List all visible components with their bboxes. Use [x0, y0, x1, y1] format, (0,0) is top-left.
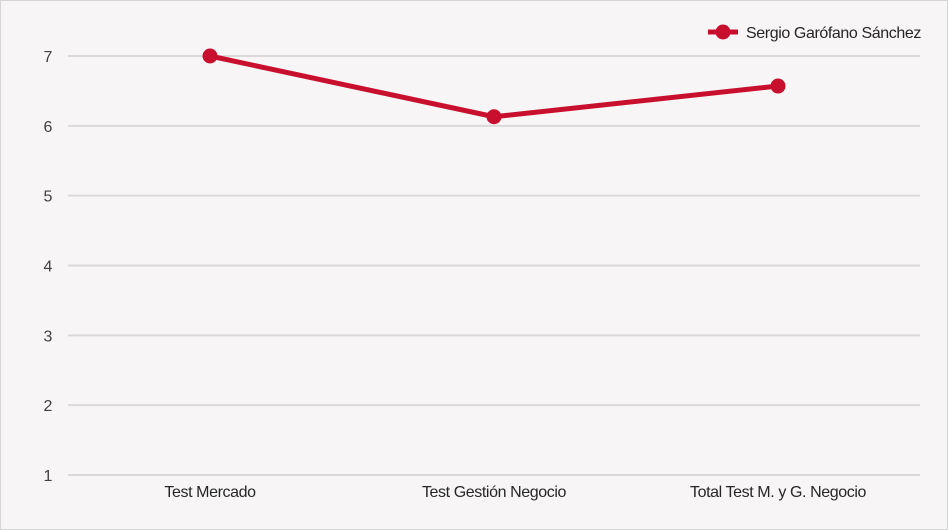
y-tick-label: 6 — [44, 119, 53, 136]
x-category-label: Total Test M. y G. Negocio — [690, 484, 867, 501]
gridlines — [68, 55, 920, 476]
x-axis-categories: Test Mercado Test Gestión Negocio Total Te… — [164, 484, 867, 501]
x-category-label: Test Mercado — [164, 484, 256, 501]
y-tick-label: 3 — [44, 328, 53, 345]
y-tick-label: 2 — [44, 398, 53, 415]
y-axis-ticks: 1 2 3 4 5 6 7 — [44, 49, 53, 485]
legend-label: Sergio Garófano Sánchez — [746, 25, 921, 42]
y-tick-label: 1 — [44, 468, 53, 485]
legend: Sergio Garófano Sánchez — [708, 24, 922, 42]
y-tick-label: 7 — [44, 49, 53, 66]
series-layer — [202, 48, 786, 125]
y-tick-label: 5 — [44, 189, 53, 206]
data-point — [486, 109, 502, 125]
data-point — [202, 48, 218, 64]
y-tick-label: 4 — [44, 259, 53, 276]
x-category-label: Test Gestión Negocio — [422, 484, 567, 501]
series-line — [207, 53, 781, 120]
data-point — [770, 78, 786, 94]
legend-marker — [715, 24, 731, 40]
